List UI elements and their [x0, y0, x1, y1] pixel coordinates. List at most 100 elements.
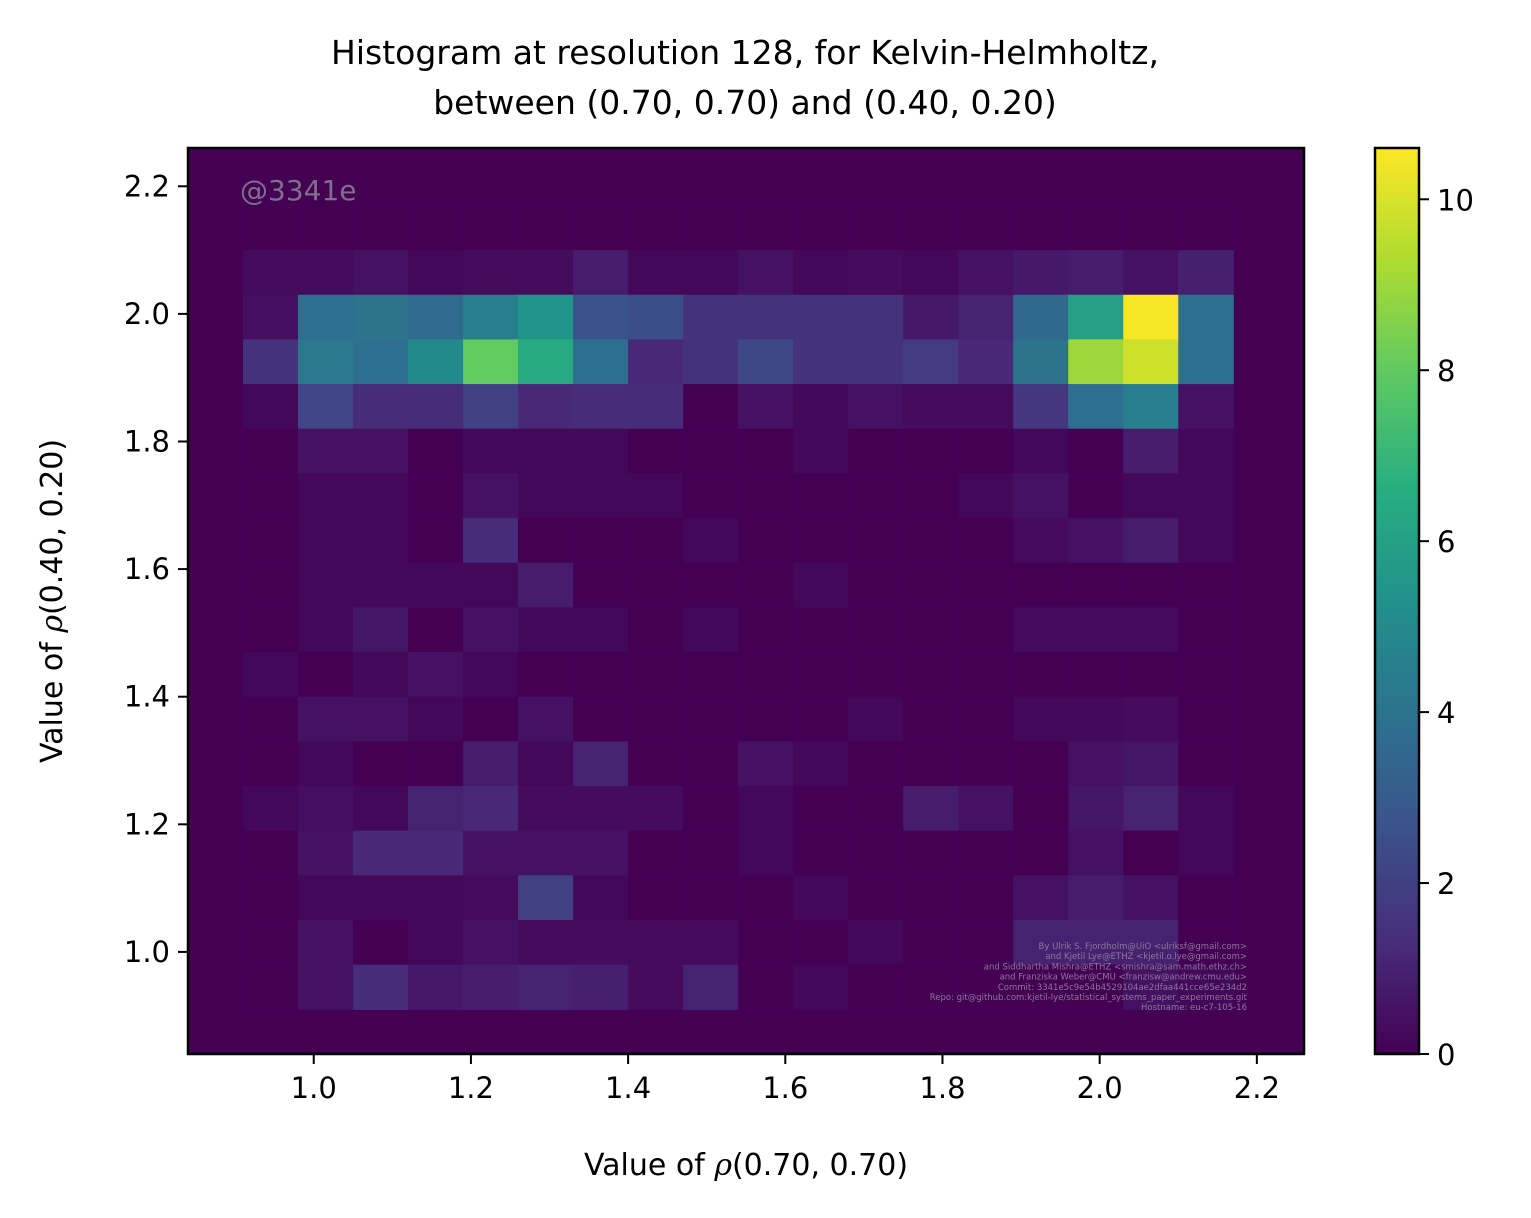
heatmap-cell: [958, 830, 1014, 876]
heatmap-cell: [958, 518, 1014, 564]
heatmap-cell: [1123, 830, 1179, 876]
heatmap-cell: [408, 339, 464, 385]
colorbar-frame: [1373, 146, 1421, 1056]
chart-title-line1: Histogram at resolution 128, for Kelvin-…: [331, 33, 1159, 72]
y-axis-label: Value of ρ(0.40, 0.20): [35, 439, 70, 763]
heatmap-cell: [903, 250, 959, 296]
heatmap-cell: [793, 875, 849, 921]
heatmap-cell: [903, 830, 959, 876]
heatmap-cell: [1178, 964, 1234, 1010]
heatmap-cell: [463, 384, 519, 430]
heatmap-cell: [958, 696, 1014, 742]
heatmap-cell: [628, 518, 684, 564]
colorbar-gradient: [1375, 148, 1419, 1054]
heatmap-cell: [958, 384, 1014, 430]
plot-frame: [186, 146, 1306, 1056]
heatmap-cell: [408, 294, 464, 341]
y-tick-label: 1.2: [124, 807, 170, 841]
heatmap-cell: [573, 696, 629, 742]
x-tick-label: 2.0: [1077, 1071, 1123, 1105]
credit-line: Hostname: eu-c7-105-16: [1141, 1003, 1247, 1013]
heatmap-cell: [793, 562, 849, 608]
heatmap-cell: [353, 652, 409, 698]
heatmap-cell: [1178, 696, 1234, 742]
heatmap-cell: [958, 250, 1014, 296]
heatmap-cell: [518, 518, 574, 564]
heatmap-cell: [463, 652, 519, 698]
heatmap-cell: [958, 339, 1014, 385]
heatmap-cell: [353, 786, 409, 832]
heatmap-cell: [573, 964, 629, 1010]
heatmap-cell: [628, 920, 684, 966]
heatmap-cell: [408, 562, 464, 608]
heatmap-cell: [573, 607, 629, 653]
heatmap-cell: [1123, 294, 1179, 341]
heatmap-cell: [408, 384, 464, 430]
heatmap-cell: [573, 339, 629, 385]
heatmap-cell: [793, 786, 849, 832]
heatmap-cell: [463, 696, 519, 742]
heatmap-cell: [243, 205, 299, 251]
heatmap-cell: [1013, 786, 1069, 832]
heatmap-cell: [958, 741, 1014, 787]
heatmap-cell: [1013, 696, 1069, 742]
heatmap-cell: [793, 473, 849, 519]
heatmap-cell: [243, 294, 299, 341]
heatmap-cell: [738, 518, 794, 564]
heatmap-cell: [738, 741, 794, 787]
heatmap-cell: [243, 741, 299, 787]
heatmap-cell: [518, 607, 574, 653]
heatmap-cell: [1178, 473, 1234, 519]
heatmap-cell: [628, 696, 684, 742]
x-tick-label: 1.6: [762, 1071, 808, 1105]
heatmap-cell: [1178, 294, 1234, 341]
heatmap-cell: [848, 294, 904, 341]
heatmap-cell: [683, 473, 739, 519]
heatmap-cell: [1178, 920, 1234, 966]
heatmap-cell: [1068, 830, 1124, 876]
heatmap-cell: [463, 964, 519, 1010]
heatmap-cell: [573, 875, 629, 921]
credit-line: and Franziska Weber@CMU <franzisw@andrew…: [1000, 973, 1247, 983]
heatmap-cell: [463, 473, 519, 519]
heatmap-cell: [408, 473, 464, 519]
heatmap-cell: [848, 473, 904, 519]
heatmap-cell: [903, 518, 959, 564]
heatmap-cell: [518, 384, 574, 430]
heatmap-cell: [1068, 428, 1124, 474]
heatmap-cells: [243, 205, 1234, 1010]
heatmap-cell: [793, 741, 849, 787]
heatmap-cell: [1123, 964, 1179, 1010]
heatmap-cell: [408, 205, 464, 251]
heatmap-cell: [958, 428, 1014, 474]
heatmap-cell: [573, 205, 629, 251]
heatmap-cell: [243, 786, 299, 832]
heatmap-cell: [1013, 964, 1069, 1010]
heatmap-cell: [408, 652, 464, 698]
x-axis-label-symbol: ρ: [713, 1148, 732, 1183]
heatmap-cell: [408, 607, 464, 653]
heatmap-cell: [298, 562, 354, 608]
heatmap-cell: [848, 205, 904, 251]
heatmap-cell: [243, 607, 299, 653]
heatmap-cell: [1013, 830, 1069, 876]
heatmap-cell: [628, 607, 684, 653]
heatmap-cell: [573, 562, 629, 608]
heatmap-cell: [1013, 741, 1069, 787]
heatmap-cell: [848, 786, 904, 832]
heatmap-cell: [848, 339, 904, 385]
heatmap-cell: [573, 384, 629, 430]
heatmap-cell: [408, 964, 464, 1010]
heatmap-cell: [463, 294, 519, 341]
heatmap-cell: [628, 964, 684, 1010]
heatmap-cell: [463, 741, 519, 787]
heatmap-cell: [1068, 875, 1124, 921]
heatmap-cell: [243, 562, 299, 608]
heatmap-cell: [738, 205, 794, 251]
heatmap-cell: [683, 964, 739, 1010]
heatmap-cell: [1013, 652, 1069, 698]
y-tick-label: 2.0: [124, 297, 170, 331]
heatmap-cell: [848, 607, 904, 653]
heatmap-cell: [1068, 562, 1124, 608]
heatmap-cell: [353, 964, 409, 1010]
